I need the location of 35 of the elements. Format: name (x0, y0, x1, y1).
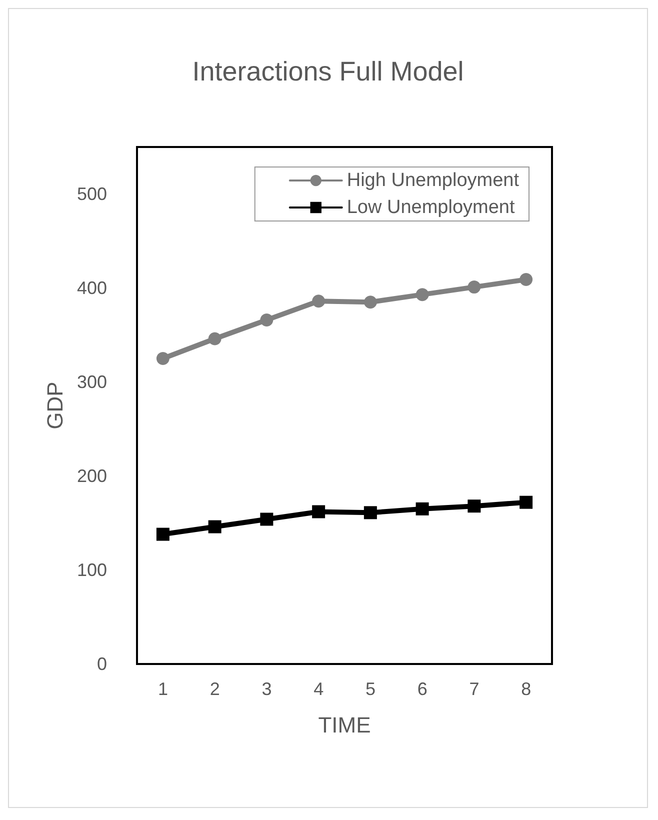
x-tick-label: 8 (521, 679, 532, 699)
point (520, 496, 533, 509)
point (520, 273, 533, 286)
point (312, 294, 326, 308)
x-tick-label: 6 (417, 679, 428, 699)
point (312, 505, 326, 518)
y-tick-label: 400 (76, 278, 107, 298)
y-tick-label: 300 (76, 372, 107, 392)
point (468, 280, 481, 294)
point (364, 296, 377, 309)
x-tick-label: 3 (262, 679, 272, 699)
legend-label: High Unemployment (346, 170, 520, 191)
point (260, 512, 274, 526)
chart-title: Interactions Full Model (192, 56, 464, 86)
x-tick-label: 2 (210, 679, 220, 699)
y-tick-label: 500 (76, 184, 107, 204)
point (260, 313, 274, 326)
y-axis-title: GDP (42, 382, 68, 430)
point (208, 332, 222, 346)
point (364, 506, 377, 520)
point (156, 352, 170, 365)
x-tick-label: 4 (314, 679, 324, 699)
x-tick-label: 1 (158, 679, 168, 699)
point (208, 520, 222, 534)
x-tick-label: 7 (469, 679, 480, 699)
legend-label: Low Unemployment (346, 197, 516, 218)
point (416, 288, 429, 302)
x-axis-title: TIME (318, 712, 371, 738)
point (156, 528, 170, 541)
y-tick-label: 0 (96, 654, 107, 674)
point (468, 500, 481, 513)
x-tick-label: 5 (365, 679, 376, 699)
y-tick-label: 100 (76, 560, 107, 580)
y-tick-label: 200 (76, 466, 107, 486)
point (416, 502, 429, 516)
